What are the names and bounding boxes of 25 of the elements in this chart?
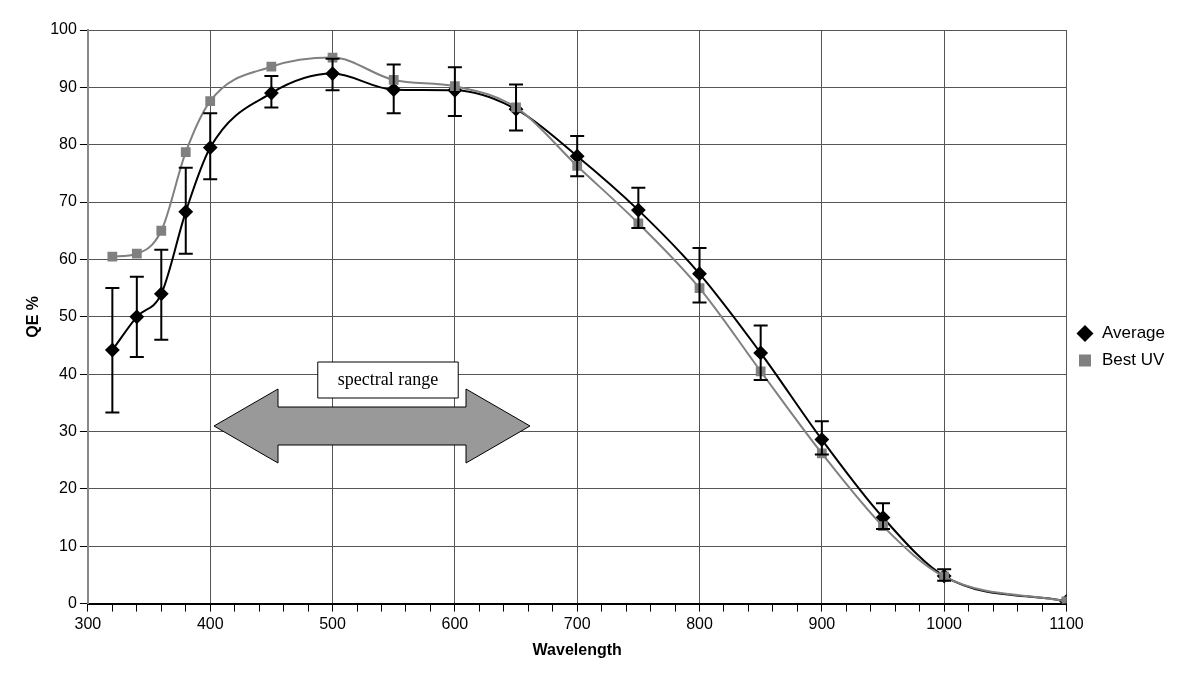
x-tick-label: 300 [74,614,102,632]
x-tick-label: 900 [808,614,836,632]
x-tick-label: 1100 [1049,614,1084,632]
x-tick-label: 700 [563,614,591,632]
y-tick-label: 90 [59,77,77,95]
legend-label: Best UV [1101,350,1166,370]
x-tick-label: 1000 [926,614,963,632]
y-tick-label: 10 [59,536,77,554]
x-tick-label: 800 [686,614,713,632]
y-axis-title: QE % [24,295,42,338]
y-tick-label: 60 [59,249,77,267]
x-tick-label: 600 [441,614,469,632]
y-tick-label: 20 [59,479,77,497]
y-tick-label: 30 [59,421,77,439]
y-tick-label: 40 [59,364,77,382]
x-axis-title: Wavelength [532,640,622,658]
annotation: spectral range [337,368,439,389]
y-tick-label: 70 [59,192,77,210]
y-tick-label: 0 [67,594,77,612]
y-tick-label: 80 [59,135,77,153]
y-tick-label: 100 [50,20,77,38]
y-tick-label: 50 [59,307,77,325]
x-tick-label: 400 [196,614,224,632]
x-tick-label: 500 [319,614,346,632]
legend-label: Average [1101,323,1165,343]
